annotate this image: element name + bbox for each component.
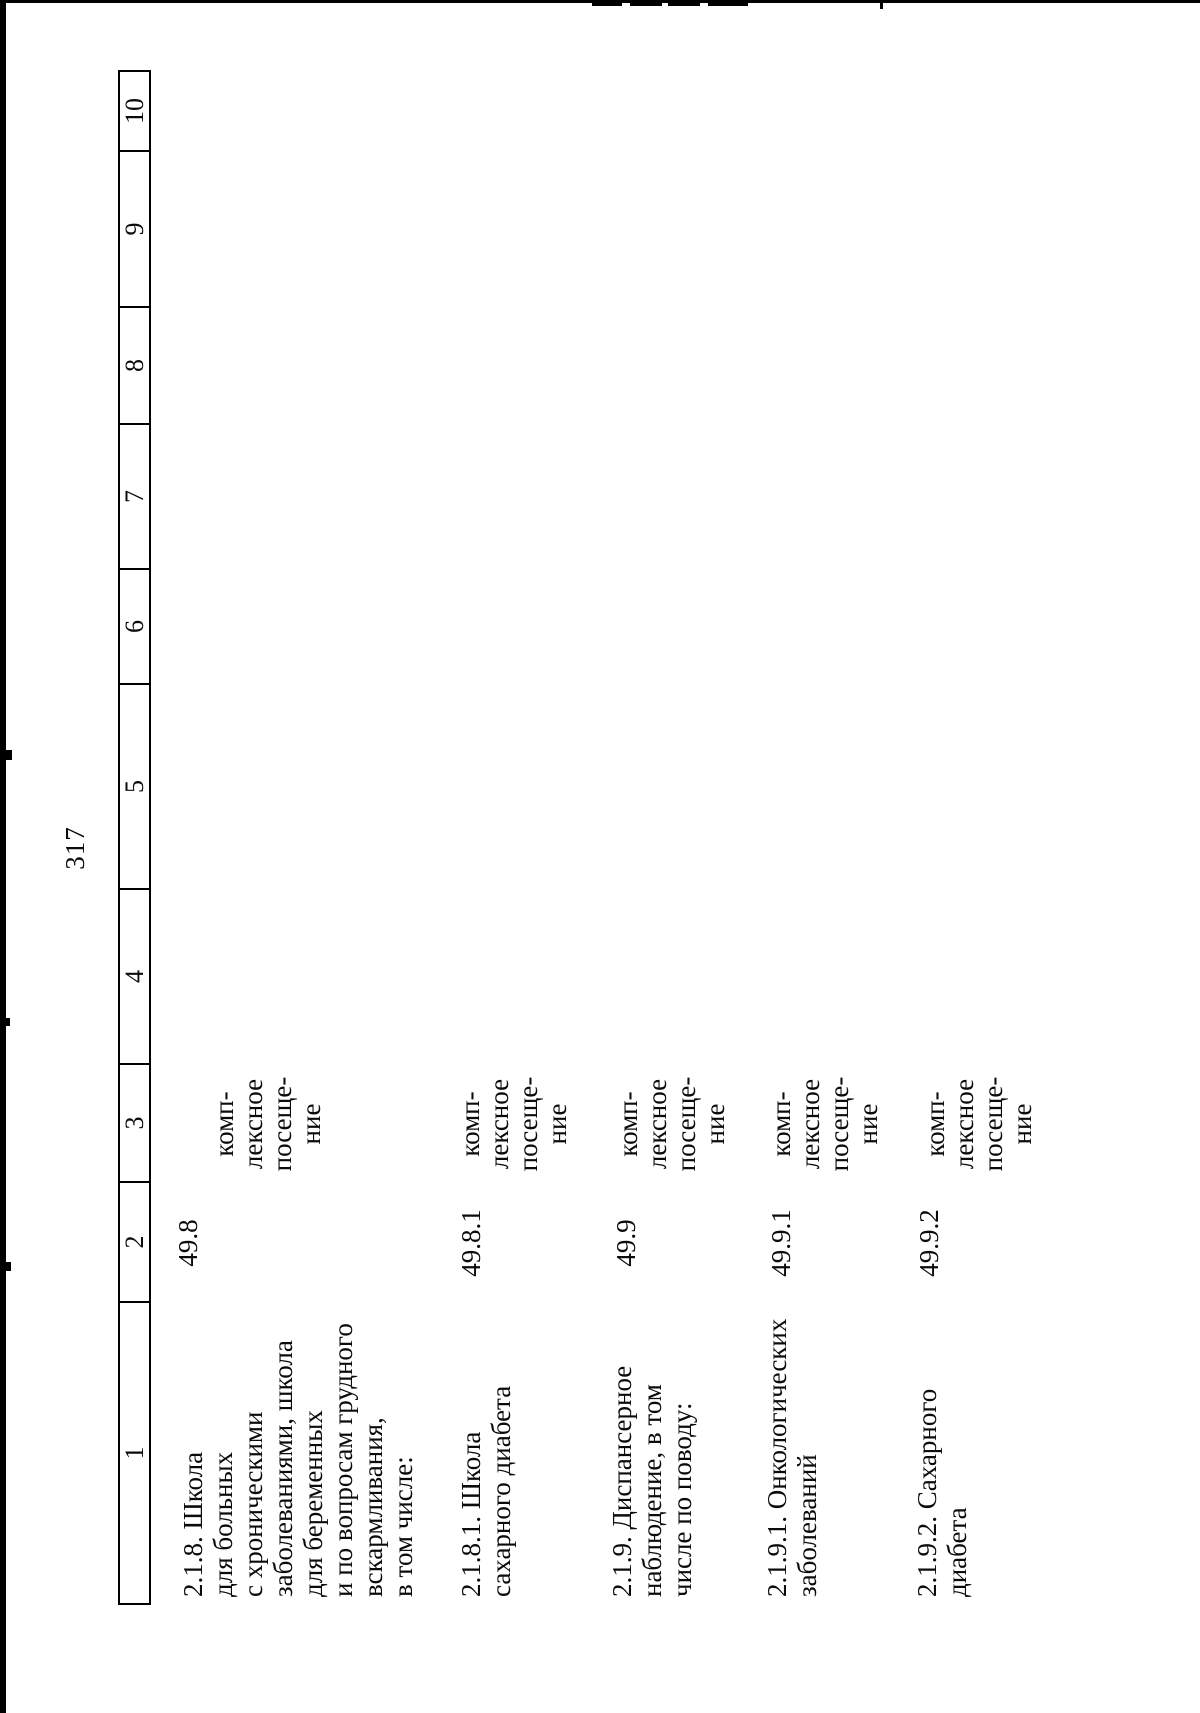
scan-dash-artifact (668, 0, 700, 6)
service-unit-cell: комп- лексное посеще- ние (920, 1076, 1037, 1172)
service-name-cell: 2.1.9.1. Онкологических заболеваний (762, 1318, 822, 1597)
scan-dash-artifact (592, 0, 622, 6)
service-code-cell: 49.9.2 (914, 1209, 944, 1277)
services-table: 1 2 3 4 5 6 7 8 9 10 2.1.8. Школа для бо… (118, 70, 1195, 1605)
header-cell-1: 1 (120, 1303, 149, 1605)
service-unit-cell: комп- лексное посеще- ние (766, 1076, 883, 1172)
scan-tick-artifact (0, 750, 12, 760)
scan-tick-artifact (0, 1262, 11, 1271)
service-name-cell: 2.1.8.1. Школа сахарного диабета (456, 1385, 516, 1597)
table-row: 2.1.8. Школа для больных с хроническими … (151, 70, 450, 1605)
page-number: 317 (60, 826, 90, 870)
header-cell-8: 8 (120, 308, 149, 425)
scan-tick-artifact (0, 1018, 10, 1026)
scan-dash-artifact (630, 0, 662, 6)
service-name-cell: 2.1.9.2. Сахарного диабета (912, 1388, 972, 1597)
service-name-cell: 2.1.9. Диспансерное наблюдение, в том чи… (607, 1365, 697, 1597)
header-cell-4: 4 (120, 890, 149, 1065)
header-cell-2: 2 (120, 1183, 149, 1303)
table-header-row: 1 2 3 4 5 6 7 8 9 10 (118, 70, 151, 1605)
header-cell-5: 5 (120, 685, 149, 890)
table-row: 2.1.9.2. Сахарного диабета 49.9.2 комп- … (905, 70, 1195, 1605)
scan-edge-artifact-left (0, 0, 6, 1713)
service-unit-cell: комп- лексное посеще- ние (455, 1076, 572, 1172)
header-cell-7: 7 (120, 425, 149, 570)
scan-dash-artifact (708, 0, 748, 6)
service-unit-cell: комп- лексное посеще- ние (209, 1076, 326, 1172)
service-name-cell: 2.1.8. Школа для больных с хроническими … (178, 1323, 418, 1597)
table-row: 2.1.9.1. Онкологических заболеваний 49.9… (755, 70, 905, 1605)
header-cell-10: 10 (120, 70, 149, 152)
header-cell-9: 9 (120, 152, 149, 308)
service-unit-cell: комп- лексное посеще- ние (613, 1076, 730, 1172)
table-row: 2.1.9. Диспансерное наблюдение, в том чи… (600, 70, 755, 1605)
service-code-cell: 49.8 (173, 1219, 203, 1267)
table-row: 2.1.8.1. Школа сахарного диабета 49.8.1 … (450, 70, 600, 1605)
service-code-cell: 49.8.1 (456, 1209, 486, 1277)
scan-tick-artifact (880, 0, 883, 9)
header-cell-6: 6 (120, 570, 149, 685)
header-cell-3: 3 (120, 1065, 149, 1183)
service-code-cell: 49.9 (611, 1219, 641, 1267)
service-code-cell: 49.9.1 (766, 1209, 796, 1277)
